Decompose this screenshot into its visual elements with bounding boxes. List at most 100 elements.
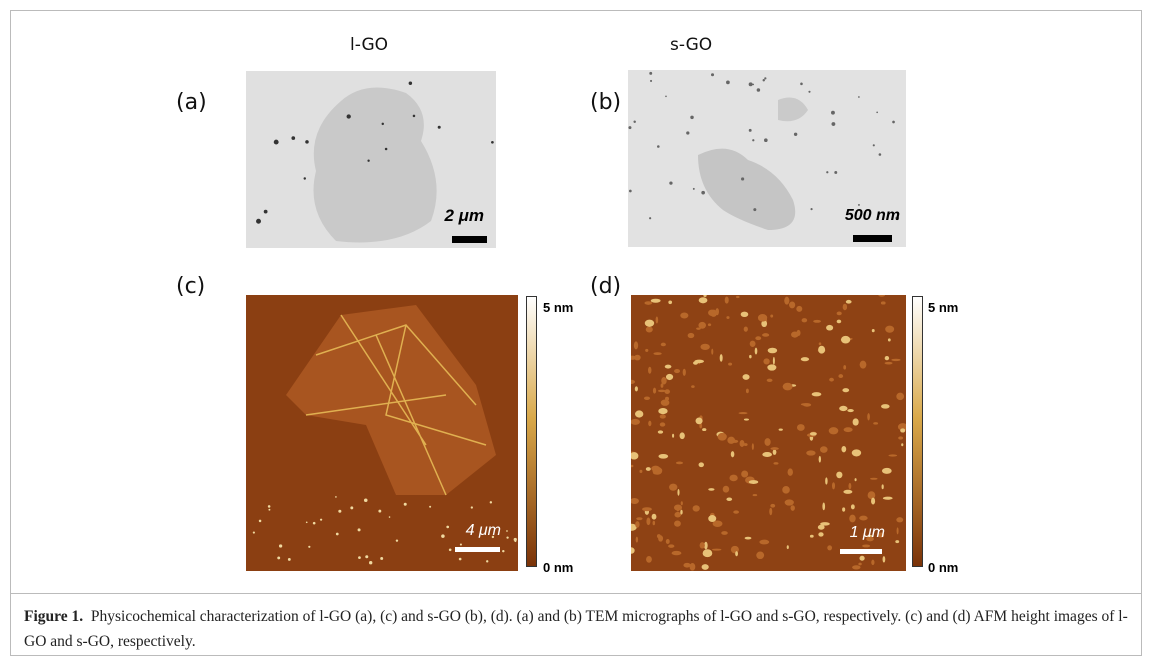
speck <box>628 126 631 129</box>
go-flake <box>636 517 642 520</box>
scale-bar <box>452 236 487 243</box>
go-flake <box>843 304 847 311</box>
go-flake <box>810 535 814 538</box>
go-flake <box>806 450 815 455</box>
go-flake <box>708 515 716 522</box>
go-flake <box>658 535 663 541</box>
go-flake <box>841 336 850 344</box>
speck <box>764 138 768 142</box>
speck <box>649 72 652 75</box>
go-flake <box>635 410 643 417</box>
go-flake <box>668 544 674 547</box>
go-flake <box>753 494 758 496</box>
particle <box>380 557 383 560</box>
go-flake <box>784 297 789 305</box>
particle <box>358 528 361 531</box>
speck <box>826 171 828 173</box>
go-flake <box>677 509 679 511</box>
particle <box>279 544 282 547</box>
particle <box>404 503 407 506</box>
go-flake <box>812 392 822 396</box>
particle <box>306 521 308 523</box>
go-flake <box>699 297 708 303</box>
particle <box>268 509 270 511</box>
speck <box>749 129 752 132</box>
go-flake <box>839 406 847 411</box>
speck <box>633 121 635 123</box>
particle <box>506 530 508 532</box>
speck <box>876 111 878 113</box>
panel-label: (a) <box>176 90 207 115</box>
go-flake <box>735 551 738 556</box>
go-flake <box>895 540 899 543</box>
go-flake <box>745 537 752 540</box>
go-flake <box>818 532 823 536</box>
go-flake <box>881 404 890 409</box>
speck <box>892 121 895 124</box>
go-flake <box>819 456 821 463</box>
speck <box>491 141 494 144</box>
go-flake <box>744 327 748 332</box>
go-flake <box>658 454 668 459</box>
go-flake <box>829 427 839 434</box>
go-flake <box>881 301 886 304</box>
scale-bar <box>853 235 892 242</box>
go-flake <box>653 471 658 474</box>
speck <box>749 82 753 86</box>
go-flake <box>728 363 732 366</box>
go-flake <box>888 454 897 456</box>
go-flake <box>676 462 683 465</box>
speck <box>752 139 754 141</box>
go-flake <box>755 336 761 340</box>
go-flake <box>645 349 648 352</box>
caption-text: Physicochemical characterization of l-GO… <box>24 608 1128 650</box>
scale-bar <box>455 547 500 552</box>
speck <box>873 144 875 146</box>
go-flake <box>720 354 723 362</box>
go-flake <box>646 556 652 563</box>
panel-label: (b) <box>590 90 621 115</box>
go-flake <box>803 403 811 407</box>
go-flake <box>636 537 638 543</box>
panel-title: s-GO <box>670 35 712 55</box>
go-flake <box>666 374 673 380</box>
go-flake <box>741 470 748 477</box>
go-flake <box>859 556 864 561</box>
go-flake <box>779 428 783 430</box>
go-flake <box>762 452 772 457</box>
go-flake <box>693 505 700 511</box>
go-flake <box>668 300 672 304</box>
go-flake <box>688 333 695 338</box>
tem-image: 500 nm <box>628 70 906 247</box>
go-flake <box>729 475 737 482</box>
particle <box>336 533 339 536</box>
particle <box>378 510 381 513</box>
go-flake <box>653 352 661 355</box>
particle <box>502 550 504 552</box>
go-flake <box>773 449 777 455</box>
go-flake <box>782 486 790 494</box>
go-flake <box>837 320 842 324</box>
go-flake <box>744 418 749 420</box>
particle <box>335 496 337 498</box>
go-flake <box>773 462 778 465</box>
go-flake <box>796 330 800 336</box>
go-flake <box>634 341 638 349</box>
panel-label: (c) <box>176 274 205 299</box>
particle <box>429 506 431 508</box>
go-flake <box>896 517 903 522</box>
go-flake <box>770 504 775 508</box>
particle <box>364 499 368 503</box>
go-flake <box>680 312 688 318</box>
colorbar <box>912 296 924 568</box>
particle <box>490 501 492 503</box>
go-flake <box>653 388 656 394</box>
go-flake <box>646 327 653 333</box>
go-flake <box>648 367 651 374</box>
caption: Figure 1. Physicochemical characterizati… <box>24 604 1129 654</box>
speck <box>305 140 309 144</box>
particle <box>338 510 341 513</box>
go-flake <box>891 359 900 361</box>
particle <box>514 540 516 542</box>
go-flake <box>838 374 843 378</box>
